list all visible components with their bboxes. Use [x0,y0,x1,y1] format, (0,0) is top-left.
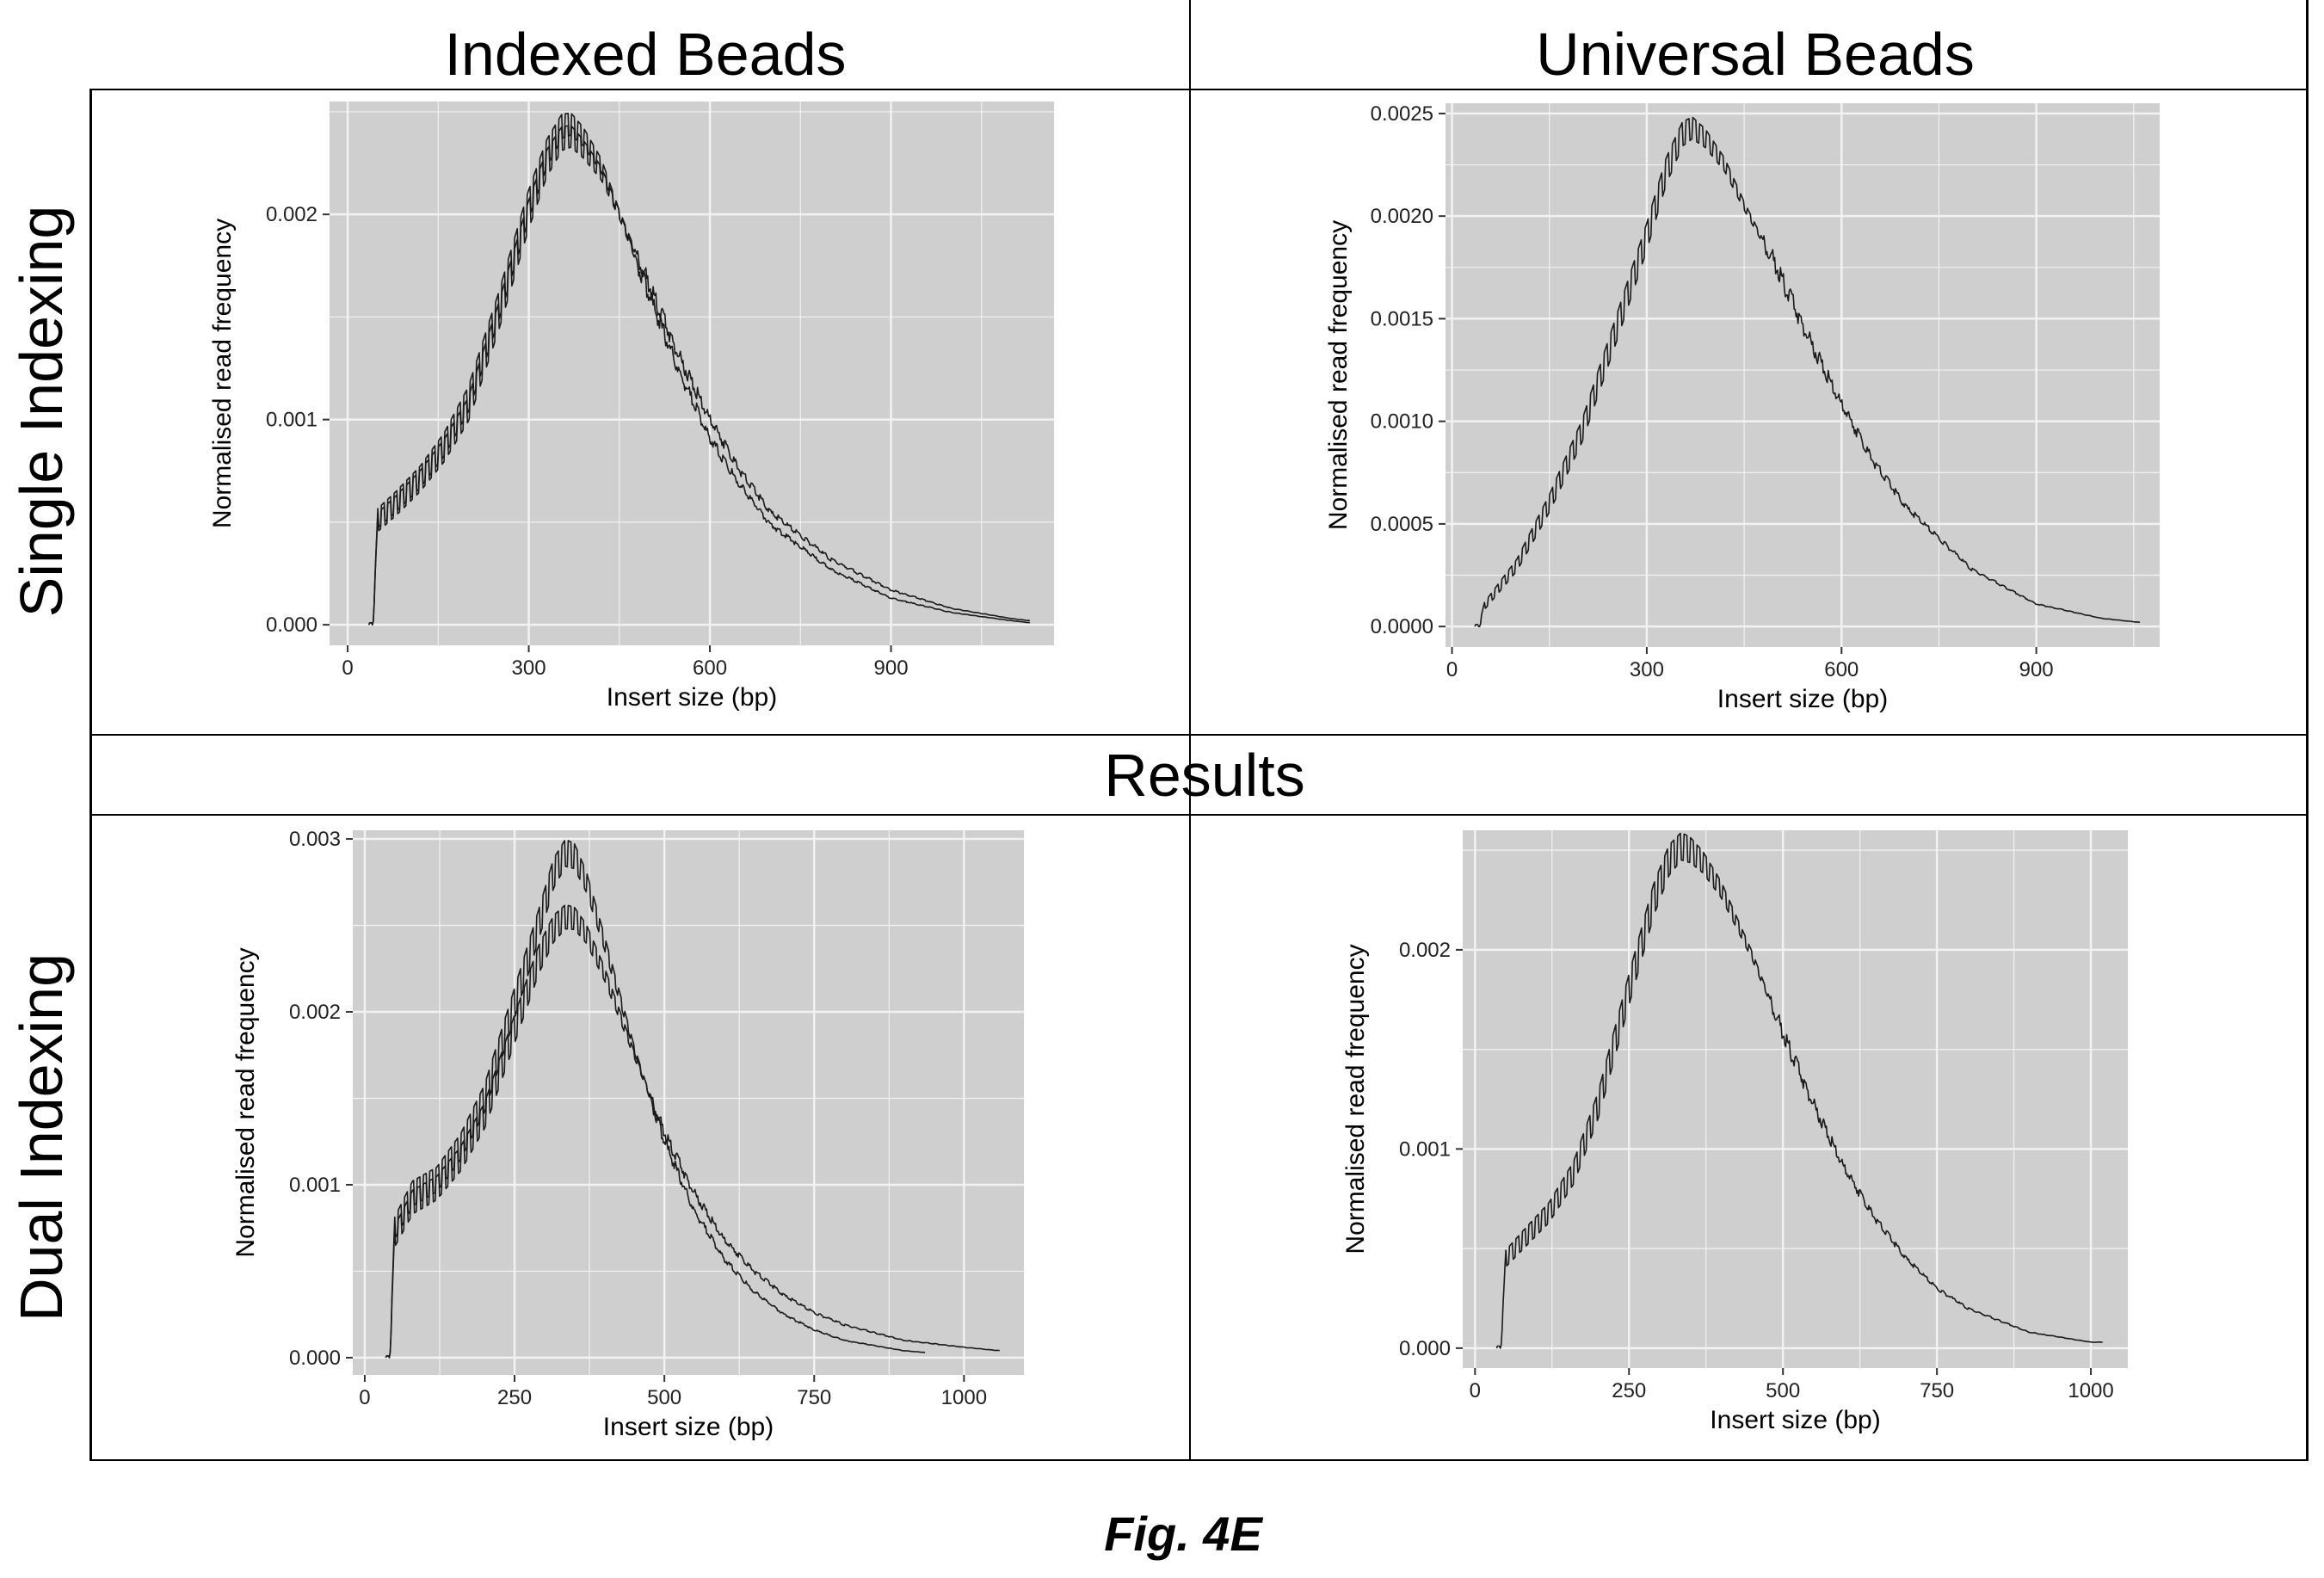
y-axis-label: Normalised read frequency [1341,944,1370,1254]
y-tick-label: 0.000 [1399,1337,1451,1360]
x-tick-label: 0 [1470,1379,1481,1402]
y-tick-label: 0.0005 [1371,513,1433,536]
plot-background [1446,103,2160,647]
x-axis-label: Insert size (bp) [1710,1406,1880,1434]
x-tick-label: 600 [693,656,727,680]
x-tick-label: 300 [512,656,546,680]
x-axis-label: Insert size (bp) [1717,685,1888,713]
y-axis-label: Normalised read frequency [231,947,260,1257]
x-tick-label: 900 [2019,658,2054,681]
y-tick-label: 0.003 [289,828,341,851]
y-tick-label: 0.000 [289,1347,341,1370]
x-tick-label: 0 [359,1386,370,1409]
plot-background [330,102,1054,645]
plot-background [353,830,1024,1375]
column-title-indexed-beads: Indexed Beads [444,21,847,88]
x-tick-label: 750 [797,1386,831,1409]
y-tick-label: 0.0020 [1371,205,1433,228]
y-tick-label: 0.001 [289,1174,341,1197]
y-axis-label: Normalised read frequency [208,219,237,528]
frame-left [89,89,92,1461]
y-tick-label: 0.002 [289,1001,341,1024]
y-tick-label: 0.002 [1399,939,1451,962]
y-tick-label: 0.0025 [1371,102,1433,126]
x-axis-label: Insert size (bp) [607,683,777,712]
x-tick-label: 1000 [941,1386,987,1409]
y-axis-label: Normalised read frequency [1324,220,1353,530]
x-tick-label: 600 [1824,658,1859,681]
x-tick-label: 250 [1612,1379,1646,1402]
frame-line-results-bottom [89,814,2309,816]
frame-line-results-top [89,734,2309,736]
x-tick-label: 750 [1920,1379,1954,1402]
x-tick-label: 0 [1446,658,1458,681]
x-axis-label: Insert size (bp) [603,1413,774,1441]
series-line-2 [367,113,1030,626]
y-tick-label: 0.001 [266,409,317,432]
frame-line-top [89,89,2309,90]
x-tick-label: 500 [647,1386,681,1409]
y-tick-label: 0.0010 [1371,410,1433,434]
x-tick-label: 900 [874,656,909,680]
frame-right [2306,0,2309,1461]
y-tick-label: 0.002 [266,203,317,226]
series-line-1 [1474,116,2141,627]
series-line-1 [385,904,1000,1359]
plot-background [1463,830,2128,1368]
frame-bottom [89,1459,2309,1461]
y-tick-label: 0.0000 [1371,615,1433,638]
column-title-universal-beads: Universal Beads [1536,21,1975,88]
x-tick-label: 1000 [2068,1379,2113,1402]
y-tick-label: 0.001 [1399,1137,1451,1161]
series-line-1 [1495,832,2103,1349]
y-tick-label: 0.000 [266,613,317,637]
x-tick-label: 500 [1766,1379,1800,1402]
frame-divider-lower [1189,814,1191,1461]
results-title: Results [1104,742,1305,809]
series-line-2 [385,840,926,1359]
figure-caption: Fig. 4E [1104,1507,1262,1561]
x-tick-label: 250 [497,1386,532,1409]
x-tick-label: 0 [342,656,353,680]
x-tick-label: 300 [1630,658,1664,681]
series-line-1 [367,125,1031,626]
y-tick-label: 0.0015 [1371,307,1433,330]
frame-divider-upper [1189,89,1191,736]
